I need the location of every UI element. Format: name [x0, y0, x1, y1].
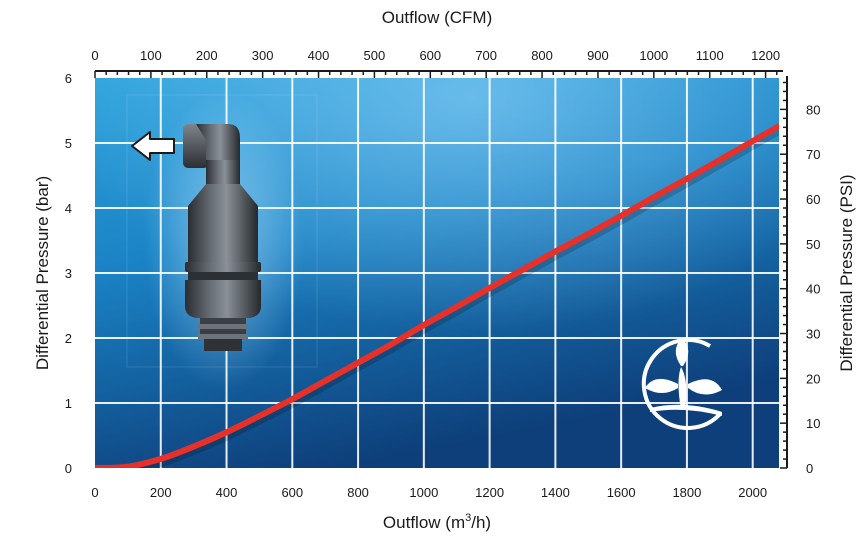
x-tick-label: 1000: [409, 485, 438, 500]
y2-tick-label: 20: [806, 371, 820, 386]
x-tick-label: 600: [281, 485, 303, 500]
x2-tick-label: 700: [475, 48, 497, 63]
x-tick-label: 400: [216, 485, 238, 500]
y-tick-label: 2: [65, 331, 72, 346]
air-valve-product-image: [126, 90, 318, 390]
y2-tick-label: 10: [806, 416, 820, 431]
y2-tick-label: 50: [806, 237, 820, 252]
x-tick-label: 1400: [541, 485, 570, 500]
x-axis-title: Outflow (m3/h): [383, 512, 491, 532]
y-tick-label: 0: [65, 461, 72, 476]
y2-tick-label: 30: [806, 327, 820, 342]
x2-tick-label: 400: [308, 48, 330, 63]
x-tick-label: 1600: [607, 485, 636, 500]
x-tick-label: 800: [347, 485, 369, 500]
x2-tick-label: 500: [364, 48, 386, 63]
series-line-shadow: [96, 125, 779, 468]
x-tick-label: 1200: [475, 485, 504, 500]
y2-tick-label: 60: [806, 192, 820, 207]
series-line: [95, 123, 779, 468]
y-axis-title: Differential Pressure (bar): [33, 176, 52, 370]
axes: [95, 70, 788, 468]
arrow-left-icon: [131, 131, 175, 161]
tick-labels: 0 200 400 600 800 1000 1200 1400 1600 1800 2000012…: [65, 48, 821, 500]
x2-tick-label: 1100: [696, 48, 724, 63]
x-tick-label: 200: [150, 485, 172, 500]
y2-tick-label: 80: [806, 102, 820, 117]
y2-tick-label: 40: [806, 282, 820, 297]
x2-tick-label: 1200: [751, 48, 780, 63]
x2-tick-label: 0: [91, 48, 98, 63]
x2-tick-label: 300: [252, 48, 274, 63]
x-tick-label: 1800: [672, 485, 701, 500]
x2-tick-label: 600: [419, 48, 441, 63]
y2-tick-label: 0: [806, 461, 813, 476]
y-tick-label: 4: [65, 201, 72, 216]
x-tick-label: 0: [91, 485, 98, 500]
x2-tick-label: 900: [587, 48, 609, 63]
x2-tick-label: 200: [196, 48, 218, 63]
x-tick-label: 2000: [738, 485, 767, 500]
y-tick-label: 5: [65, 136, 72, 151]
x2-tick-label: 100: [140, 48, 162, 63]
y2-axis-title: Differential Pressure (PSI): [837, 174, 856, 371]
x2-tick-label: 800: [531, 48, 553, 63]
y-tick-label: 6: [65, 71, 72, 86]
x2-axis-title: Outflow (CFM): [382, 8, 493, 27]
y2-tick-label: 70: [806, 147, 820, 162]
x2-tick-label: 1000: [639, 48, 668, 63]
tick-marks: [94, 71, 787, 469]
leaf-in-circle-logo: [641, 338, 722, 430]
y-tick-label: 3: [65, 266, 72, 281]
y-tick-label: 1: [65, 396, 72, 411]
series-layer: [95, 123, 779, 468]
